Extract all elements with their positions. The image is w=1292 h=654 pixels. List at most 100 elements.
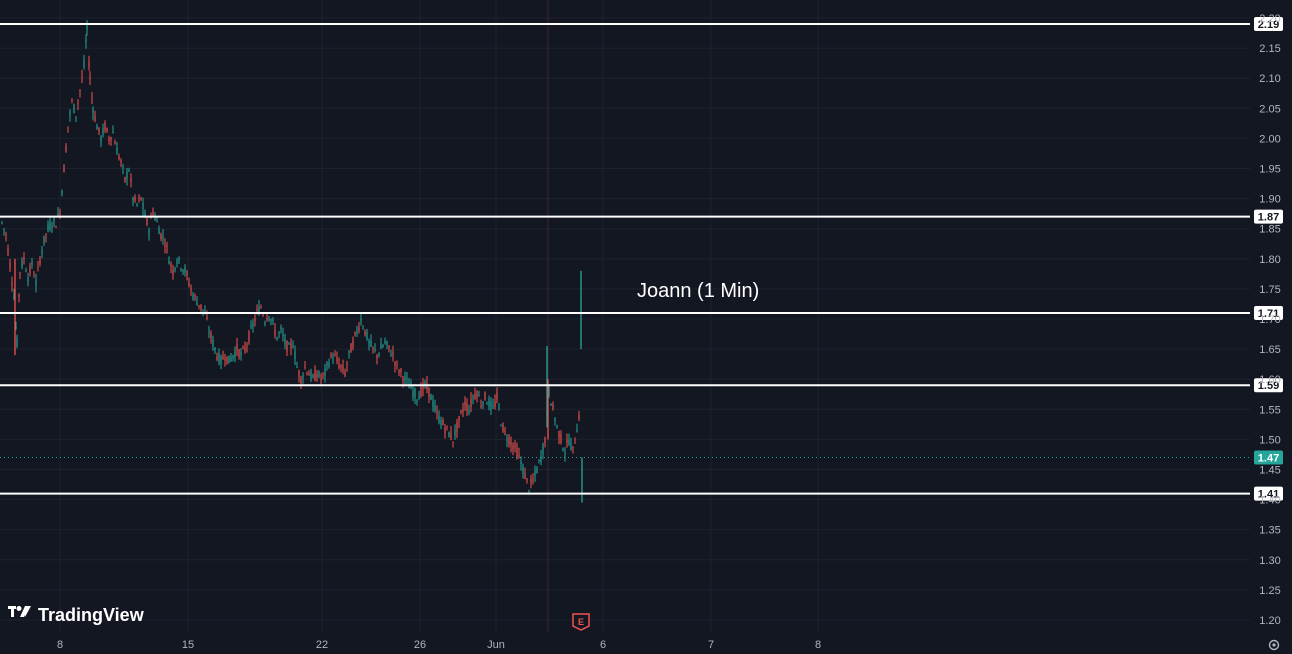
candle-body — [166, 245, 168, 248]
candle-body — [302, 375, 304, 378]
candle-body — [424, 381, 426, 385]
candle-body — [294, 351, 296, 360]
candle-body — [18, 294, 20, 297]
candle-body — [298, 370, 300, 377]
candle-body — [91, 98, 93, 100]
candle-body — [454, 430, 456, 436]
candle-body — [39, 258, 41, 264]
candle-body — [194, 294, 196, 296]
candle-body — [214, 347, 216, 351]
candle-body — [15, 326, 17, 328]
tradingview-logo-icon[interactable] — [8, 606, 31, 617]
candle-body — [492, 405, 494, 408]
candle-body — [186, 272, 188, 275]
candle-body — [338, 363, 340, 368]
candle-body — [158, 228, 160, 235]
candle-body — [402, 377, 404, 382]
candle-body — [77, 102, 79, 104]
y-tick-label: 1.35 — [1259, 525, 1280, 537]
last-price-label: 1.47 — [1258, 452, 1279, 464]
candle-body — [416, 400, 418, 402]
candle-body — [13, 295, 15, 300]
candle-body — [61, 191, 63, 195]
candle-body — [450, 432, 452, 440]
candle-body — [170, 263, 172, 267]
y-tick-label: 2.20 — [1259, 13, 1280, 25]
candle-body — [530, 479, 532, 483]
candle-body — [334, 355, 336, 357]
candle-body — [292, 346, 294, 348]
candle-body — [256, 309, 258, 311]
candle-body — [370, 340, 372, 347]
candle-body — [442, 420, 444, 425]
candle-body — [238, 349, 240, 358]
gear-icon[interactable] — [1268, 639, 1280, 651]
candle-body — [278, 332, 280, 334]
chart-annotation[interactable]: Joann (1 Min) — [637, 280, 759, 302]
brand-name[interactable]: TradingView — [38, 605, 145, 625]
level-badge — [1254, 17, 1283, 32]
candle-body — [118, 156, 120, 159]
candle-body — [31, 261, 33, 266]
candle-body — [75, 116, 77, 118]
candle-body — [174, 267, 176, 271]
candle-body — [280, 327, 282, 329]
candle-body — [500, 425, 502, 427]
candle-body — [390, 354, 392, 357]
last-price-badge — [1254, 450, 1283, 465]
candle-body — [272, 320, 274, 322]
candle-body — [502, 423, 504, 432]
time-axis[interactable]: 8 15 22 26 Jun 6 7 8 — [57, 639, 821, 651]
candle-body — [504, 430, 506, 432]
x-tick-label: 15 — [182, 639, 194, 651]
candle-body — [218, 352, 220, 364]
candle-body — [576, 430, 578, 433]
candle-body — [372, 346, 374, 348]
candle-body — [490, 401, 492, 410]
candle-body — [510, 441, 512, 446]
candle-body — [418, 395, 420, 400]
candle-body — [162, 235, 164, 239]
y-tick-label: 2.10 — [1259, 73, 1280, 85]
candle-body — [178, 257, 180, 262]
candle-body — [324, 368, 326, 376]
y-tick-label: 1.90 — [1259, 194, 1280, 206]
candle-body — [5, 233, 7, 236]
candle-body — [396, 363, 398, 365]
candle-body — [114, 142, 116, 145]
y-tick-label: 1.70 — [1259, 314, 1280, 326]
y-tick-label: 1.60 — [1259, 374, 1280, 386]
candle-body — [156, 220, 158, 222]
candle-body — [244, 347, 246, 352]
earnings-icon[interactable]: E — [572, 613, 590, 631]
horizontal-levels[interactable]: 2.19 1.87 1.71 1.59 1.41 1.47 — [0, 17, 1283, 501]
candle-body — [45, 233, 47, 236]
y-tick-label: 2.15 — [1259, 43, 1280, 55]
candle-body — [132, 197, 134, 202]
candle-body — [300, 377, 302, 385]
candle-body — [216, 356, 218, 360]
candle-body — [240, 352, 242, 356]
candle-body — [572, 446, 574, 448]
candle-body — [380, 344, 382, 349]
x-tick-label: 6 — [600, 639, 606, 651]
candle-body — [360, 318, 362, 322]
candle-body — [432, 400, 434, 407]
candle-body — [276, 337, 278, 340]
candle-body — [320, 379, 322, 381]
candle-body — [340, 364, 342, 367]
candle-body — [474, 394, 476, 399]
candle-body — [376, 354, 378, 359]
candle-body — [494, 401, 496, 407]
candle-body — [122, 166, 124, 168]
candle-body — [336, 357, 338, 362]
candle-body — [19, 272, 21, 274]
candle-body — [496, 392, 498, 400]
candle-body — [378, 353, 380, 356]
candle-body — [236, 344, 238, 352]
price-axis[interactable]: 1.20 1.25 1.30 1.35 1.40 1.45 1.50 1.55 1.60 1.65… — [1259, 13, 1280, 627]
candle-body — [210, 333, 212, 338]
candle-body — [462, 409, 464, 412]
